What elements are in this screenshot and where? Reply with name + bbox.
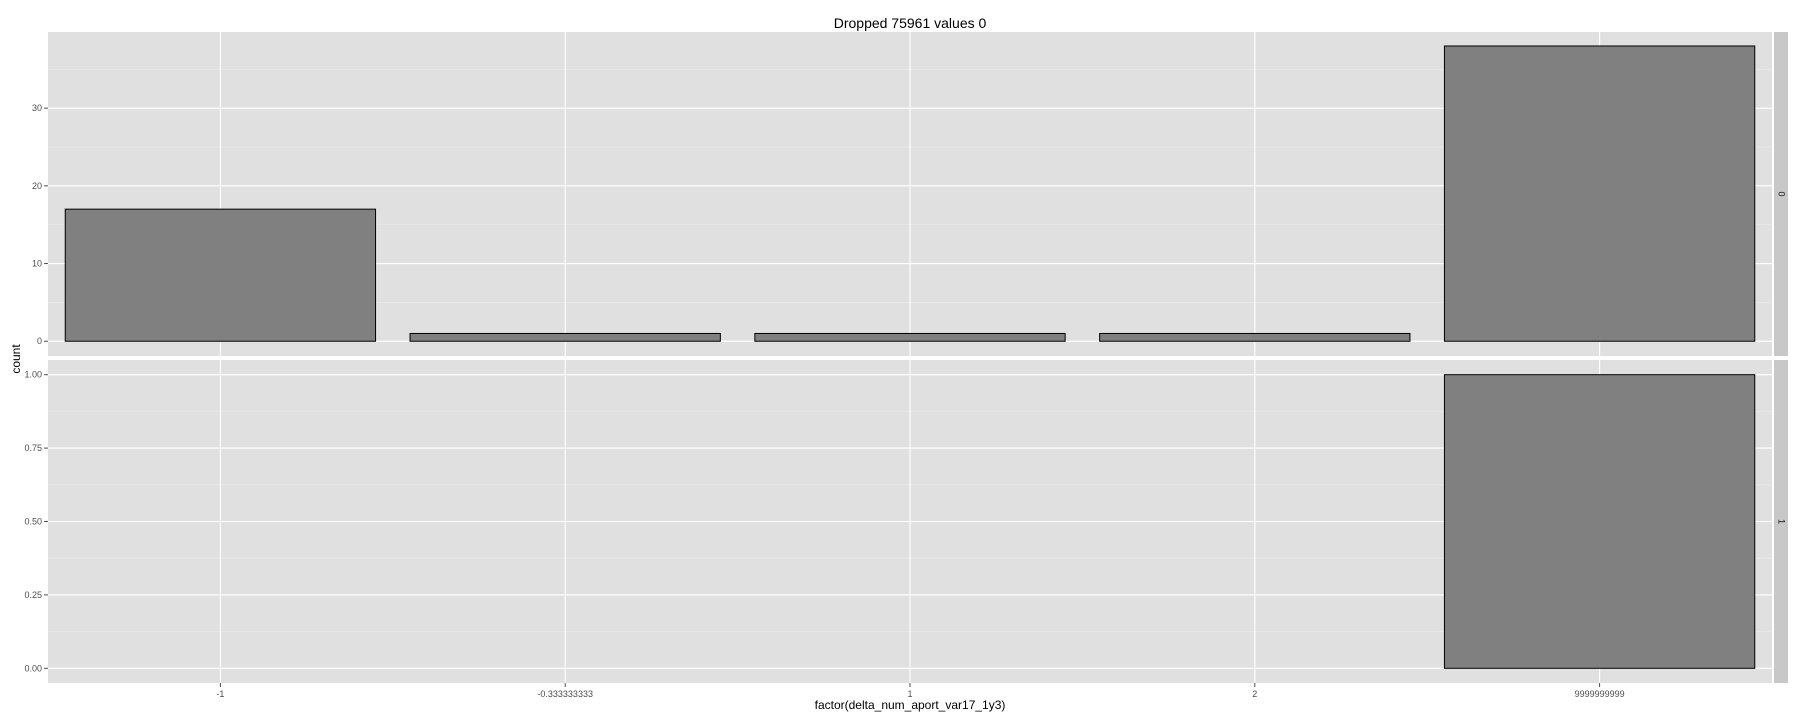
y-tick-label: 0: [37, 336, 42, 346]
chart-title: Dropped 75961 values 0: [834, 15, 987, 31]
facet-strip: [1774, 360, 1788, 683]
bar: [754, 332, 1066, 342]
x-tick-label: 2: [1252, 689, 1257, 699]
y-tick-label: 20: [32, 181, 42, 191]
facet-strip-label: 1: [1777, 519, 1787, 524]
bar: [1099, 332, 1411, 342]
y-axis-title: count: [9, 344, 23, 374]
x-tick-label: -1: [216, 689, 224, 699]
y-tick-label: 10: [32, 259, 42, 269]
bar: [1443, 45, 1756, 342]
y-tick-label: 0.50: [24, 517, 42, 527]
y-tick-label: 0.00: [24, 663, 42, 673]
facet-strip: [1774, 32, 1788, 356]
plot-area: 0 10 20 30 0 0.00 0.25 0.50 0.75 1.00 1 -1 -0.333333…: [24, 32, 1788, 699]
bar: [64, 208, 377, 342]
x-tick-label: 9999999999: [1575, 689, 1625, 699]
bar: [409, 332, 721, 342]
y-tick-label: 0.75: [24, 443, 42, 453]
x-tick-label: -0.333333333: [537, 689, 593, 699]
x-tick-label: 1: [907, 689, 912, 699]
y-tick-label: 30: [32, 103, 42, 113]
bar: [1443, 374, 1756, 669]
x-axis-title: factor(delta_num_aport_var17_1y3): [815, 698, 1006, 712]
y-tick-label: 1.00: [24, 370, 42, 380]
facet-strip-label: 0: [1777, 191, 1787, 196]
y-tick-label: 0.25: [24, 590, 42, 600]
